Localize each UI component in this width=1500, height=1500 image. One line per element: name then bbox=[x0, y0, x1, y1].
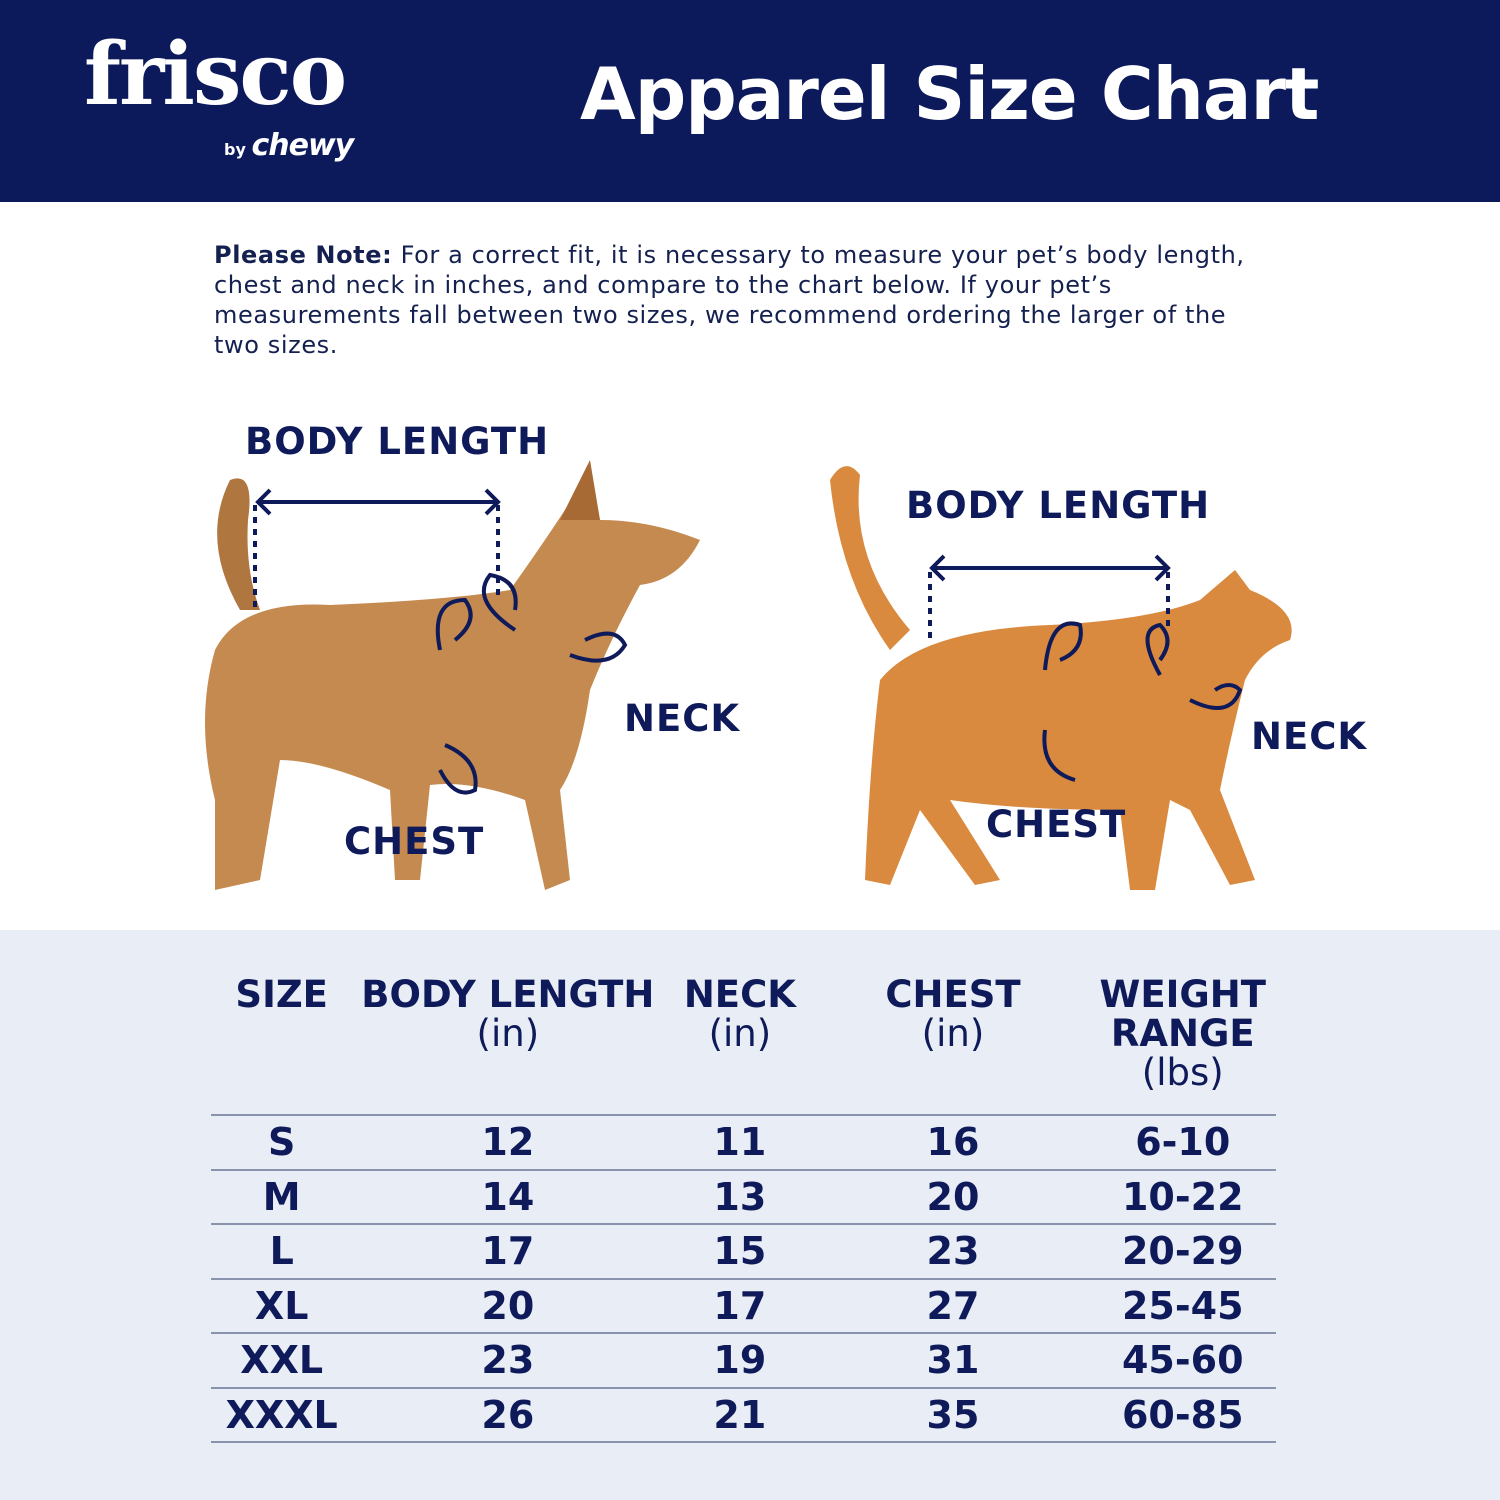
table-cell: 10-22 bbox=[1089, 1169, 1276, 1225]
col-chest: CHEST (in) bbox=[816, 975, 1090, 1116]
logo-brand: chewy bbox=[251, 128, 354, 163]
table-cell: 6-10 bbox=[1089, 1115, 1276, 1171]
dog-image bbox=[205, 460, 700, 890]
cat-image bbox=[830, 466, 1292, 890]
table-cell: 31 bbox=[816, 1333, 1090, 1389]
table-cell: 45-60 bbox=[1089, 1333, 1276, 1389]
page-title: Apparel Size Chart bbox=[580, 52, 1319, 136]
table-cell: S bbox=[211, 1115, 353, 1171]
col-body-length: BODY LENGTH (in) bbox=[352, 975, 664, 1116]
table-cell: 17 bbox=[663, 1278, 817, 1334]
note-text: For a correct fit, it is necessary to me… bbox=[214, 241, 1245, 359]
table-cell: 21 bbox=[663, 1387, 817, 1443]
table-cell: 16 bbox=[816, 1115, 1090, 1171]
table-cell: 60-85 bbox=[1089, 1387, 1276, 1443]
table-row: S 12 11 16 6-10 bbox=[211, 1115, 1276, 1171]
measurement-arrows bbox=[253, 488, 1243, 795]
table-cell: 15 bbox=[663, 1224, 817, 1280]
table-cell: 26 bbox=[352, 1387, 664, 1443]
table-header-row: SIZE BODY LENGTH (in) NECK (in) CHEST (in) … bbox=[211, 975, 1276, 1116]
note-label: Please Note: bbox=[214, 241, 393, 269]
table-row: XXXL 26 21 35 60-85 bbox=[211, 1387, 1276, 1443]
dog-body-length-label: BODY LENGTH bbox=[245, 420, 550, 463]
table-cell: M bbox=[211, 1169, 353, 1225]
table-row: L 17 15 23 20-29 bbox=[211, 1224, 1276, 1280]
logo-byline: by chewy bbox=[224, 128, 354, 163]
table-cell: 35 bbox=[816, 1387, 1090, 1443]
table-cell: XXXL bbox=[211, 1387, 353, 1443]
table-cell: XXL bbox=[211, 1333, 353, 1389]
table-cell: 17 bbox=[352, 1224, 664, 1280]
table-cell: 14 bbox=[352, 1169, 664, 1225]
pet-measurement-illustration bbox=[205, 460, 1292, 890]
table-cell: 13 bbox=[663, 1169, 817, 1225]
table-row: M 14 13 20 10-22 bbox=[211, 1169, 1276, 1225]
table-cell: 12 bbox=[352, 1115, 664, 1171]
cat-body-length-label: BODY LENGTH bbox=[906, 484, 1211, 527]
header-banner: frisco by chewy Apparel Size Chart bbox=[0, 0, 1500, 202]
col-size: SIZE bbox=[211, 975, 353, 1116]
frisco-logo: frisco by chewy bbox=[84, 24, 354, 164]
table-row: XXL 23 19 31 45-60 bbox=[211, 1333, 1276, 1389]
logo-wordmark: frisco bbox=[84, 24, 347, 125]
table-cell: 27 bbox=[816, 1278, 1090, 1334]
table-row: XL 20 17 27 25-45 bbox=[211, 1278, 1276, 1334]
table-cell: L bbox=[211, 1224, 353, 1280]
sizing-note: Please Note: For a correct fit, it is ne… bbox=[214, 240, 1254, 360]
table-cell: 25-45 bbox=[1089, 1278, 1276, 1334]
dog-neck-label: NECK bbox=[624, 697, 741, 740]
table-cell: 19 bbox=[663, 1333, 817, 1389]
table-cell: 20 bbox=[352, 1278, 664, 1334]
cat-neck-label: NECK bbox=[1251, 715, 1368, 758]
cat-chest-label: CHEST bbox=[986, 803, 1127, 846]
table-cell: 23 bbox=[816, 1224, 1090, 1280]
col-weight-range: WEIGHT RANGE (lbs) bbox=[1089, 975, 1276, 1116]
logo-by: by bbox=[224, 140, 246, 159]
table-cell: XL bbox=[211, 1278, 353, 1334]
size-table: SIZE BODY LENGTH (in) NECK (in) CHEST (in) … bbox=[211, 975, 1276, 1443]
table-cell: 20-29 bbox=[1089, 1224, 1276, 1280]
dog-chest-label: CHEST bbox=[344, 820, 485, 863]
table-cell: 23 bbox=[352, 1333, 664, 1389]
col-neck: NECK (in) bbox=[663, 975, 817, 1116]
table-cell: 20 bbox=[816, 1169, 1090, 1225]
table-cell: 11 bbox=[663, 1115, 817, 1171]
